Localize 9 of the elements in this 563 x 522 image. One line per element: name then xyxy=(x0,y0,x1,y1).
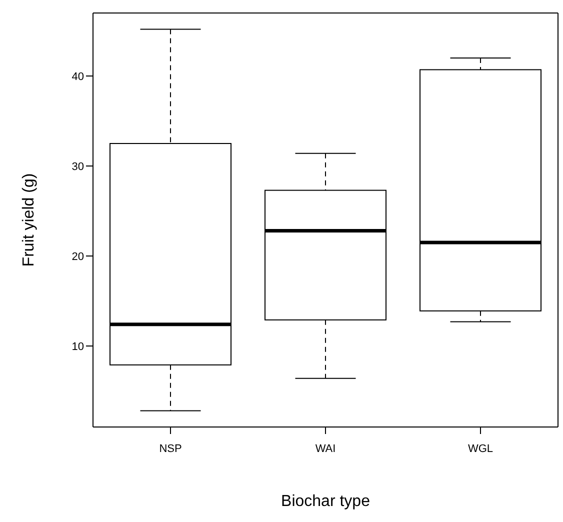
y-tick-label: 40 xyxy=(72,70,84,83)
y-tick-label: 10 xyxy=(72,340,84,353)
y-axis-title: Fruit yield (g) xyxy=(20,173,38,267)
x-tick-label: WGL xyxy=(468,442,494,455)
y-tick-label: 30 xyxy=(72,160,84,173)
y-tick-label: 20 xyxy=(72,250,84,263)
x-tick-label: WAI xyxy=(315,442,336,455)
x-tick-label: NSP xyxy=(159,442,182,455)
x-axis-title: Biochar type xyxy=(281,493,370,510)
